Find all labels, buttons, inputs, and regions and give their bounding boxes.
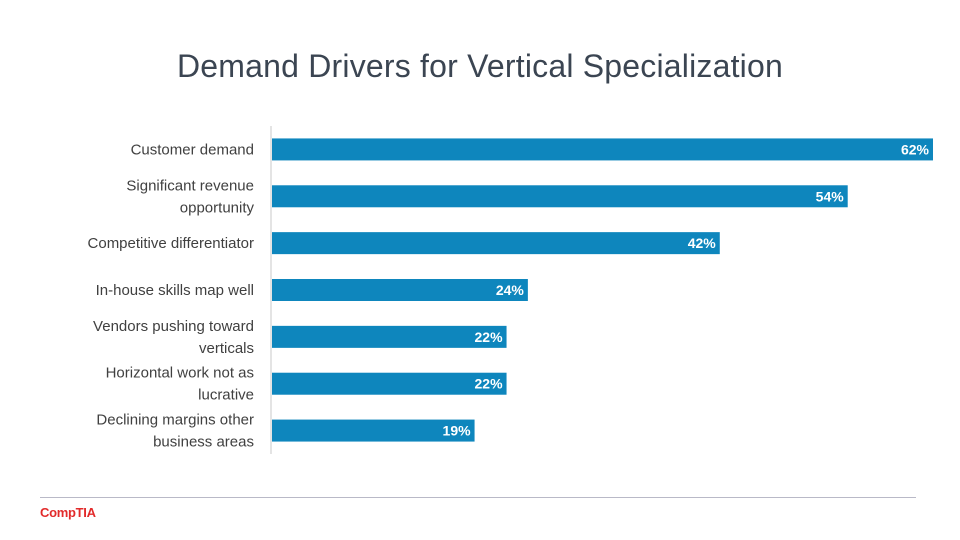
data-label: 42% (688, 235, 717, 251)
category-label-line: Vendors pushing toward (93, 318, 254, 335)
category-label-line: Competitive differentiator (88, 235, 254, 252)
category-label: In-house skills map well (96, 282, 254, 299)
chart-title: Demand Drivers for Vertical Specializati… (177, 48, 783, 84)
category-label: Horizontal work not as lucrative (106, 365, 254, 404)
data-label: 62% (901, 141, 930, 157)
category-label-line: In-house skills map well (96, 282, 254, 299)
category-label-line: business areas (153, 434, 254, 451)
category-label-line: Horizontal work not as (106, 365, 254, 382)
category-label: Significant revenue opportunity (126, 177, 254, 216)
category-label-line: verticals (199, 340, 254, 357)
data-label: 22% (475, 329, 504, 345)
bar (272, 232, 720, 255)
comptia-logo: CompTIA (40, 505, 96, 520)
category-label: Declining margins other business areas (96, 412, 254, 451)
category-label-line: Declining margins other (96, 412, 254, 429)
category-label: Competitive differentiator (88, 235, 254, 252)
bar (272, 185, 848, 208)
category-label-line: Significant revenue (126, 177, 254, 194)
bar (272, 138, 933, 161)
footer-divider (40, 497, 916, 498)
data-label: 54% (816, 188, 845, 204)
category-label: Vendors pushing toward verticals (93, 318, 254, 357)
bar (272, 279, 528, 301)
bar-chart: 62% Customer demand 54% Significant revenue… (88, 126, 933, 454)
bar (272, 372, 507, 395)
bar (272, 325, 507, 348)
category-label-line: Customer demand (131, 141, 254, 158)
category-label-line: opportunity (180, 199, 255, 216)
bar (272, 419, 475, 442)
data-label: 22% (475, 376, 504, 392)
category-label: Customer demand (131, 141, 254, 158)
data-label: 24% (496, 282, 525, 298)
data-label: 19% (443, 423, 472, 439)
category-label-line: lucrative (198, 387, 254, 404)
